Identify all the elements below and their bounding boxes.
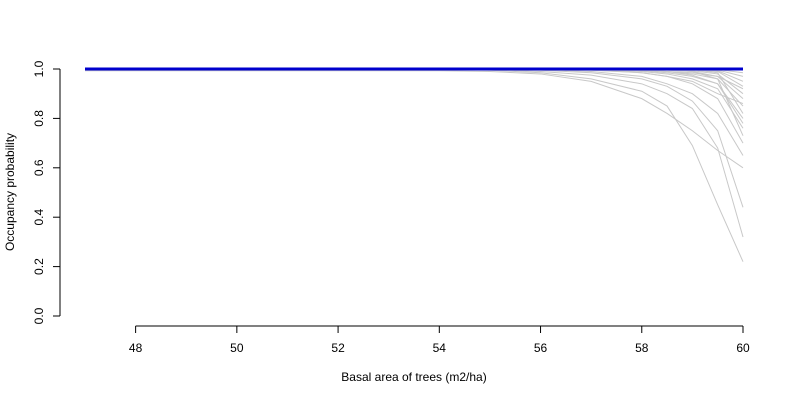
sample-line-5: [85, 68, 744, 156]
sample-line-8: [85, 68, 744, 119]
sample-line-15: [85, 68, 744, 105]
x-tick-label: 60: [736, 341, 750, 355]
x-tick-label: 48: [129, 341, 143, 355]
y-tick-label: 0.4: [32, 209, 46, 226]
x-axis-title: Basal area of trees (m2/ha): [341, 370, 486, 384]
x-tick-label: 56: [534, 341, 548, 355]
x-tick-label: 58: [635, 341, 649, 355]
sample-line-2: [85, 68, 744, 238]
sample-line-17: [85, 68, 744, 136]
posterior-sample-lines: [85, 68, 744, 262]
sample-line-1: [85, 68, 744, 262]
sample-line-7: [85, 68, 744, 129]
sample-line-4: [85, 70, 744, 169]
y-tick-label: 0.8: [32, 110, 46, 127]
y-tick-label: 0.6: [32, 159, 46, 176]
x-tick-label: 54: [433, 341, 447, 355]
y-tick-label: 1.0: [32, 60, 46, 77]
y-axis-title: Occupancy probability: [3, 133, 17, 251]
y-axis: 0.0 0.2 0.4 0.6 0.8 1.0: [32, 60, 61, 324]
x-tick-label: 52: [331, 341, 345, 355]
x-tick-label: 50: [230, 341, 244, 355]
sample-line-3: [85, 68, 744, 208]
sample-line-20: [85, 68, 744, 114]
y-tick-label: 0.0: [32, 307, 46, 324]
x-axis: 48 50 52 54 56 58 60: [129, 325, 750, 355]
y-tick-label: 0.2: [32, 258, 46, 275]
